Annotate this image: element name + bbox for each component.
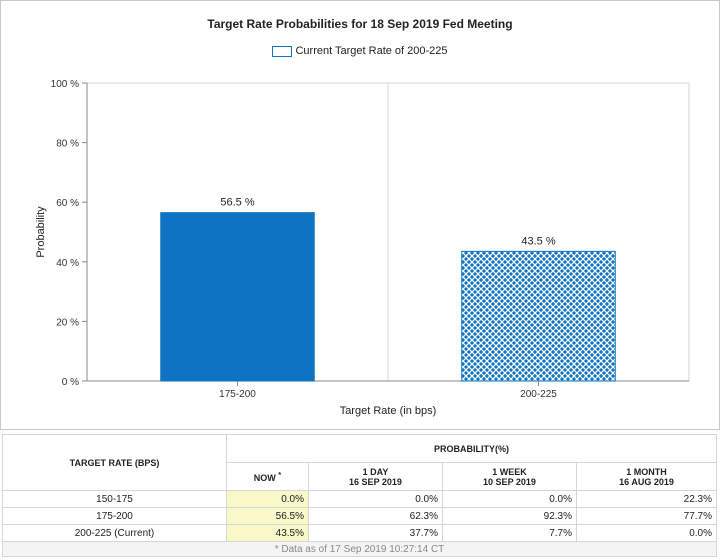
header-probability: PROBABILITY(%) [226, 434, 717, 463]
header-1-day: 1 DAY 16 SEP 2019 [308, 462, 443, 491]
bar [461, 250, 616, 382]
legend-label: Current Target Rate of 200-225 [295, 45, 448, 57]
week-cell: 7.7% [442, 524, 577, 542]
header-1-month-date: 16 AUG 2019 [619, 476, 674, 487]
table-row: 175-200 56.5% 62.3% 92.3% 77.7% [2, 507, 717, 525]
now-cell: 0.0% [226, 490, 309, 508]
chart-panel: Target Rate Probabilities for 18 Sep 201… [0, 0, 720, 430]
x-tick-label: 175-200 [219, 389, 256, 400]
day-cell: 37.7% [308, 524, 443, 542]
y-tick-label: 60 % [56, 198, 79, 209]
month-cell: 0.0% [576, 524, 717, 542]
day-cell: 62.3% [308, 507, 443, 525]
week-cell: 92.3% [442, 507, 577, 525]
legend[interactable]: Current Target Rate of 200-225 [1, 45, 719, 57]
y-tick-label: 80 % [56, 139, 79, 150]
now-cell: 43.5% [226, 524, 309, 542]
y-tick-label: 40 % [56, 258, 79, 269]
header-1-month-label: 1 MONTH [626, 466, 667, 477]
bar-value-label: 43.5 % [521, 235, 555, 247]
header-now-mark: * [278, 470, 282, 479]
month-cell: 77.7% [576, 507, 717, 525]
header-now-label: NOW [253, 473, 276, 483]
chart-title: Target Rate Probabilities for 18 Sep 201… [207, 17, 513, 31]
table-row: 200-225 (Current) 43.5% 37.7% 7.7% 0.0% [2, 524, 717, 542]
y-tick-label: 100 % [51, 79, 79, 90]
header-1-day-label: 1 DAY [362, 466, 389, 477]
now-cell: 56.5% [226, 507, 309, 525]
probability-table: TARGET RATE (BPS) PROBABILITY(%) NOW * 1… [2, 434, 717, 557]
rate-cell: 150-175 [2, 490, 227, 508]
y-tick-label: 0 % [62, 377, 79, 388]
week-cell: 0.0% [442, 490, 577, 508]
header-1-week-label: 1 WEEK [492, 466, 527, 477]
bar-chart: 0 % 20 % 40 % 60 % 80 % 100 % 56.5 % 175-200 43.… [35, 79, 690, 417]
bar-value-label: 56.5 % [220, 197, 254, 209]
header-1-week-date: 10 SEP 2019 [483, 476, 536, 487]
month-cell: 22.3% [576, 490, 717, 508]
probability-table-panel: TARGET RATE (BPS) PROBABILITY(%) NOW * 1… [2, 434, 717, 558]
table-row: 150-175 0.0% 0.0% 0.0% 22.3% [2, 490, 717, 508]
bar [160, 212, 315, 382]
x-axis-label: Target Rate (in bps) [340, 405, 437, 417]
rate-cell: 175-200 [2, 507, 227, 525]
header-now: NOW * [226, 462, 309, 491]
y-tick-label: 20 % [56, 317, 79, 328]
x-tick-label: 200-225 [520, 389, 557, 400]
header-1-week: 1 WEEK 10 SEP 2019 [442, 462, 577, 491]
rate-cell: 200-225 (Current) [2, 524, 227, 542]
legend-swatch [272, 45, 293, 57]
table-footnote: * Data as of 17 Sep 2019 10:27:14 CT [2, 541, 717, 557]
header-1-month: 1 MONTH 16 AUG 2019 [576, 462, 717, 491]
day-cell: 0.0% [308, 490, 443, 508]
header-target-rate: TARGET RATE (BPS) [2, 434, 227, 491]
y-axis-label: Probability [35, 206, 47, 258]
header-1-day-date: 16 SEP 2019 [349, 476, 402, 487]
